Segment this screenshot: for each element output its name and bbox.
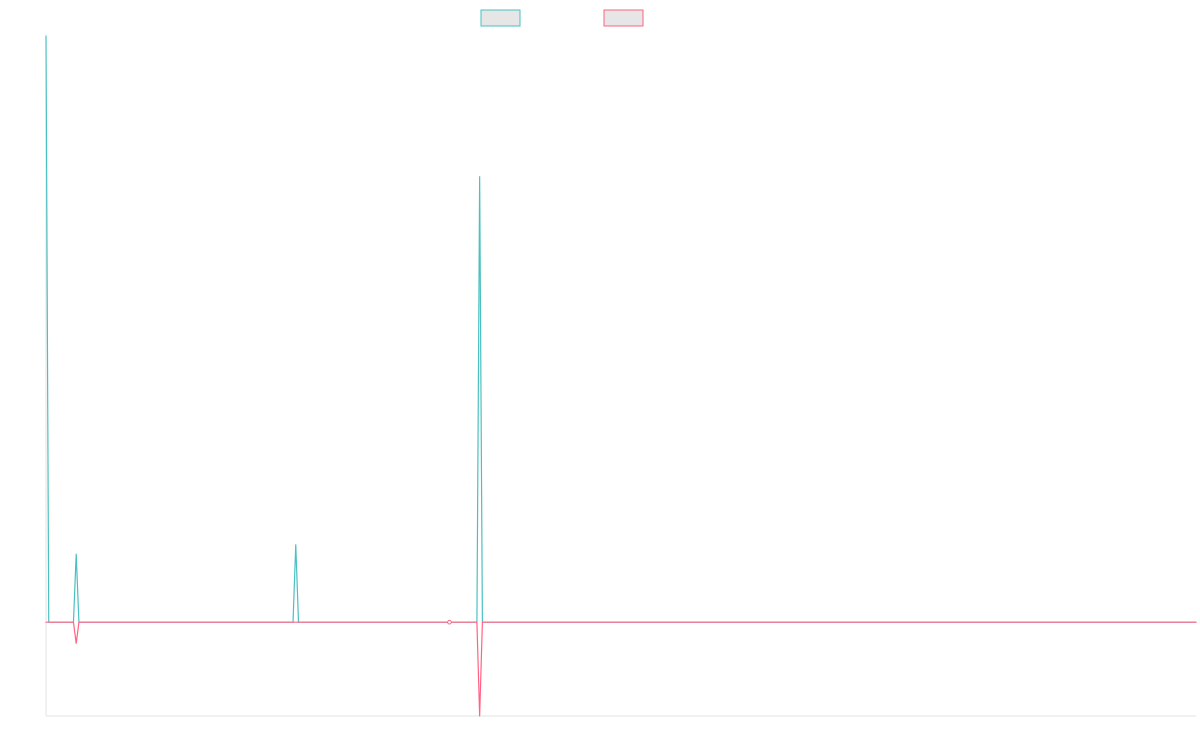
series-2-line — [45, 621, 1197, 717]
series-group — [45, 35, 1197, 717]
series-2-point-1 — [447, 619, 452, 625]
legend-swatch-1 — [480, 9, 521, 27]
legend — [480, 9, 644, 27]
axes — [45, 36, 1196, 717]
legend-swatch-2 — [603, 9, 644, 27]
series-1-line — [45, 35, 1197, 623]
